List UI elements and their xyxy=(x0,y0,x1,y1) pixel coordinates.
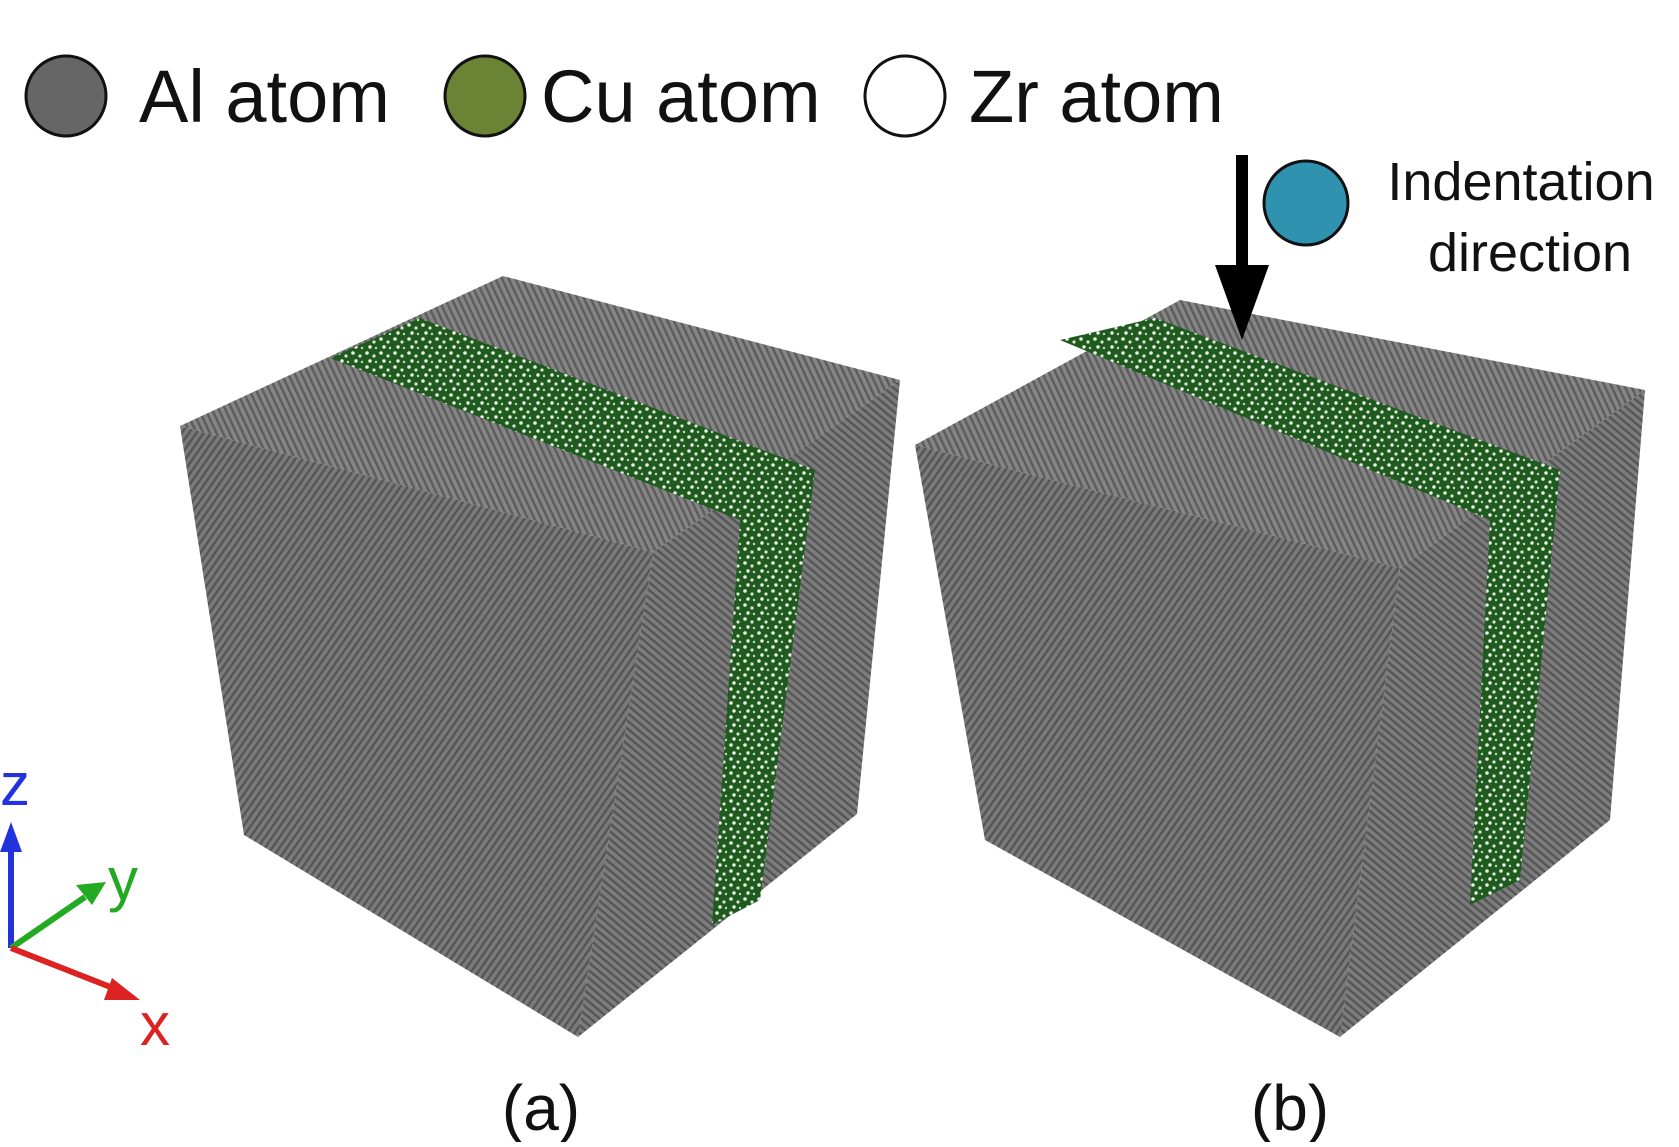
page: Al atom Cu atom Zr atom Indentation dire… xyxy=(0,0,1679,1142)
axis-arrow xyxy=(11,897,85,948)
panel-label: (b) xyxy=(1251,1072,1329,1142)
legend-swatch xyxy=(865,56,945,136)
figure: Al atom Cu atom Zr atom Indentation dire… xyxy=(0,0,1679,1142)
axis-arrow-head xyxy=(104,978,140,1000)
axis-arrow-head xyxy=(0,822,22,852)
annotation-text: Indentation xyxy=(1387,152,1654,212)
axis-label: y xyxy=(108,846,138,913)
panel-label: (a) xyxy=(502,1072,580,1142)
indentation-marker: Indentation direction xyxy=(1215,152,1655,340)
legend-swatch xyxy=(26,56,106,136)
axis-label: z xyxy=(0,751,30,818)
indenter-icon xyxy=(1264,161,1348,245)
axis-label: x xyxy=(140,991,170,1058)
annotation-text: direction xyxy=(1428,223,1632,283)
atom-cube xyxy=(180,276,900,1037)
legend-label: Zr atom xyxy=(969,55,1224,138)
atom-cube xyxy=(915,300,1645,1037)
axis-arrow xyxy=(11,948,118,990)
legend-label: Al atom xyxy=(139,55,390,138)
legend: Al atom Cu atom Zr atom xyxy=(26,55,1224,138)
legend-swatch xyxy=(445,56,525,136)
axis-triad: z y x xyxy=(0,751,170,1058)
legend-label: Cu atom xyxy=(541,55,821,138)
